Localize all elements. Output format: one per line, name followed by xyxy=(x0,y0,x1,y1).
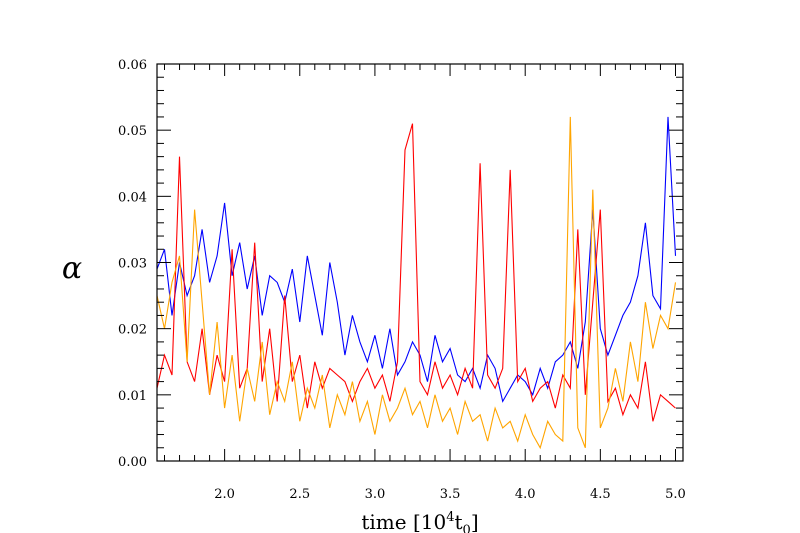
y-tick-label: 0.06 xyxy=(118,58,147,73)
x-tick-label: 2.0 xyxy=(214,487,235,502)
y-tick-label: 0.02 xyxy=(118,323,147,338)
series-line-2 xyxy=(156,123,676,422)
x-tick-label: 3.5 xyxy=(440,487,461,502)
plot-frame xyxy=(156,63,684,462)
tick-labels: 2.0 2.5 3.0 3.5 4.0 4.5 5.0 0.00 0.01 0.02 0.03 0.0… xyxy=(118,58,686,502)
series-line-1 xyxy=(156,116,677,403)
x-tick-label: 3.0 xyxy=(365,487,386,502)
x-tick-label: 2.5 xyxy=(289,487,310,502)
y-tick-label: 0.04 xyxy=(118,190,147,205)
x-axis-label-sup: 4 xyxy=(446,510,454,525)
y-tick-label: 0.00 xyxy=(118,455,147,470)
x-tick-label: 4.5 xyxy=(590,487,611,502)
x-axis-label: time [104t0] xyxy=(361,510,478,533)
x-axis-label-t: t xyxy=(454,510,462,533)
x-axis-label-main: time [10 xyxy=(361,510,446,533)
series-lines xyxy=(156,116,677,450)
y-axis-label: α xyxy=(62,251,82,286)
x-tick-label: 4.0 xyxy=(515,487,536,502)
y-tick-label: 0.03 xyxy=(118,257,147,272)
x-tick-label: 5.0 xyxy=(665,487,686,502)
y-tick-label: 0.05 xyxy=(118,124,147,139)
x-axis-label-close: ] xyxy=(471,510,479,533)
x-axis-label-sub: 0 xyxy=(463,523,471,533)
y-tick-label: 0.01 xyxy=(118,389,147,404)
series-line-3 xyxy=(156,116,677,450)
